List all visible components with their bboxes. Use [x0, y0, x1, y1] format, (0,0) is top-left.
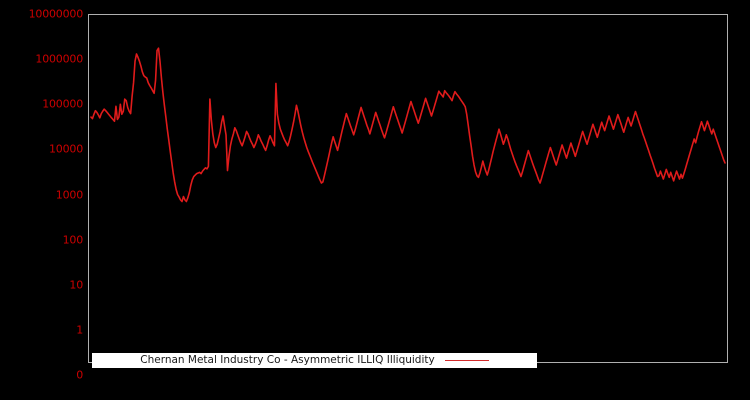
- legend-label: Chernan Metal Industry Co - Asymmetric I…: [140, 354, 435, 367]
- y-axis-tick-label: 1: [76, 323, 83, 337]
- y-axis-tick-labels: 10000000 1000000 100000 10000 1000 100 10 1 0: [0, 0, 84, 400]
- y-axis-tick-label: 100: [62, 233, 84, 247]
- y-axis-tick-label: 0: [76, 368, 83, 382]
- data-series-line: [90, 47, 726, 203]
- y-axis-tick-label: 1000000: [35, 52, 83, 66]
- y-axis-tick-label: 10: [69, 278, 83, 292]
- y-axis-tick-label: 1000: [55, 188, 83, 201]
- legend-line-sample-icon: [444, 360, 489, 361]
- chart-legend[interactable]: Chernan Metal Industry Co - Asymmetric I…: [92, 353, 537, 368]
- y-axis-tick-label: 100000: [42, 97, 83, 111]
- y-axis-tick-label: 10000: [49, 142, 83, 156]
- y-axis-tick-label: 10000000: [28, 7, 84, 21]
